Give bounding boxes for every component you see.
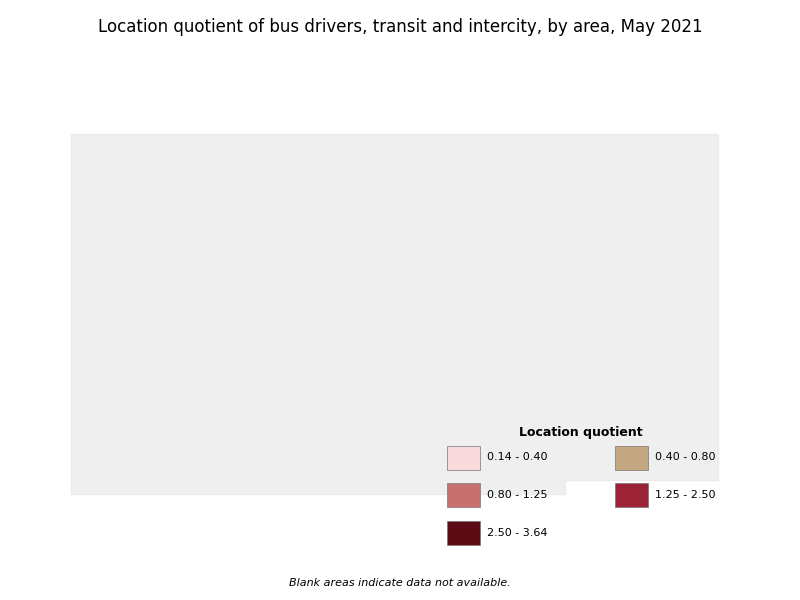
Text: Location quotient: Location quotient	[519, 426, 643, 439]
Text: 0.40 - 0.80: 0.40 - 0.80	[655, 452, 715, 463]
Bar	[614, 483, 648, 507]
Text: Location quotient of bus drivers, transit and intercity, by area, May 2021: Location quotient of bus drivers, transi…	[98, 18, 702, 36]
Text: 1.25 - 2.50: 1.25 - 2.50	[655, 490, 715, 500]
Text: 2.50 - 3.64: 2.50 - 3.64	[487, 527, 547, 538]
Bar	[446, 520, 480, 545]
Text: 0.80 - 1.25: 0.80 - 1.25	[487, 490, 547, 500]
Text: Blank areas indicate data not available.: Blank areas indicate data not available.	[289, 578, 511, 588]
Bar	[446, 483, 480, 507]
Bar	[614, 445, 648, 469]
Bar	[446, 445, 480, 469]
Text: 0.14 - 0.40: 0.14 - 0.40	[487, 452, 547, 463]
Polygon shape	[71, 134, 718, 494]
